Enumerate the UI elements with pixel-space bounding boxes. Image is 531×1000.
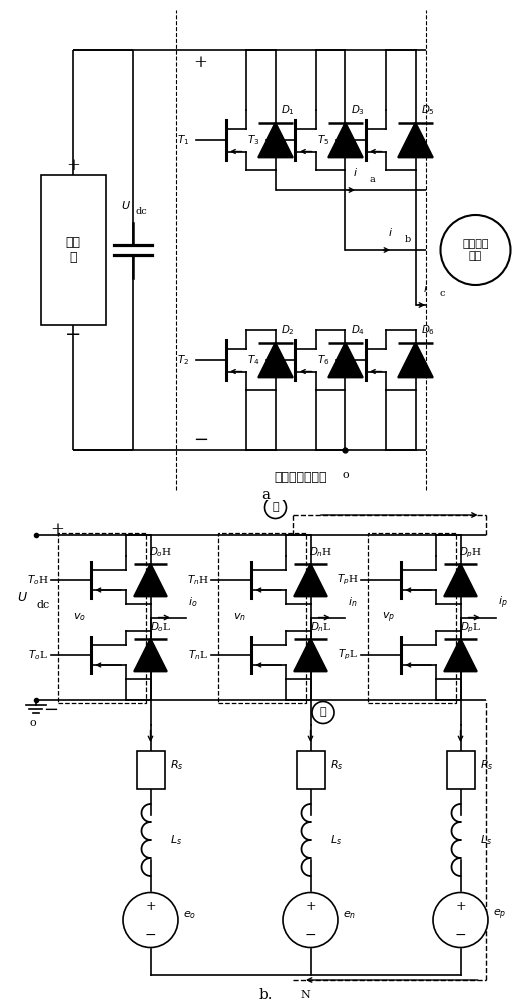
Text: $i_p$: $i_p$ (498, 594, 508, 611)
Text: ①: ① (272, 502, 279, 512)
Text: $D_5$: $D_5$ (421, 103, 435, 117)
Text: dc: dc (135, 207, 147, 216)
Text: $e_p$: $e_p$ (493, 908, 507, 922)
Text: $T_4$: $T_4$ (247, 353, 259, 367)
Circle shape (312, 702, 334, 724)
Text: $L_s$: $L_s$ (330, 833, 342, 847)
Polygon shape (398, 342, 433, 377)
Text: $i_n$: $i_n$ (348, 596, 357, 609)
Text: 三相桥式逆变器: 三相桥式逆变器 (274, 471, 327, 484)
Text: b.: b. (258, 988, 273, 1000)
Text: $D_1$: $D_1$ (281, 103, 295, 117)
Text: $T_{p}$H: $T_{p}$H (337, 573, 359, 587)
Text: $R_s$: $R_s$ (170, 758, 184, 772)
Text: $D_{p}$L: $D_{p}$L (460, 620, 481, 635)
Text: +: + (194, 54, 208, 71)
Polygon shape (134, 564, 167, 596)
Text: $D_3$: $D_3$ (351, 103, 365, 117)
Polygon shape (258, 122, 293, 157)
Text: −: − (65, 326, 81, 344)
Text: o: o (30, 718, 36, 728)
Bar (40, 175, 106, 325)
Text: $T_2$: $T_2$ (177, 353, 189, 367)
Polygon shape (294, 638, 327, 672)
Circle shape (264, 496, 287, 518)
Text: $T_{n}$L: $T_{n}$L (188, 648, 208, 662)
Text: $i$: $i$ (423, 282, 428, 294)
Text: o: o (342, 470, 349, 480)
Text: c: c (440, 290, 445, 298)
Text: $D_6$: $D_6$ (421, 323, 435, 337)
Bar (296, 751, 324, 789)
Text: $U$: $U$ (121, 199, 131, 211)
Text: $i_o$: $i_o$ (188, 596, 198, 609)
Text: $D_4$: $D_4$ (351, 323, 365, 337)
Text: −: − (43, 701, 58, 719)
Text: $v_o$: $v_o$ (73, 612, 85, 623)
Circle shape (123, 892, 178, 948)
Text: $T_3$: $T_3$ (247, 133, 259, 147)
Text: +: + (50, 521, 64, 538)
Text: $T_5$: $T_5$ (317, 133, 329, 147)
Text: a: a (370, 174, 375, 184)
Text: $T_{o}$H: $T_{o}$H (27, 573, 49, 587)
Text: $i$: $i$ (353, 166, 358, 178)
Text: dc: dc (37, 600, 50, 610)
Polygon shape (294, 564, 327, 596)
Text: $U$: $U$ (17, 591, 28, 604)
Bar (218, 532, 305, 702)
Polygon shape (444, 564, 477, 596)
Text: $D_2$: $D_2$ (281, 323, 295, 337)
Text: $e_n$: $e_n$ (343, 909, 356, 921)
Text: 电压
源: 电压 源 (65, 236, 81, 264)
Text: $D_{p}$H: $D_{p}$H (459, 545, 482, 560)
Text: −: − (193, 431, 208, 449)
Bar (368, 532, 456, 702)
Text: $L_s$: $L_s$ (481, 833, 493, 847)
Polygon shape (328, 122, 363, 157)
Text: $D_{n}$L: $D_{n}$L (310, 621, 331, 634)
Text: +: + (145, 900, 156, 912)
Bar (58, 532, 145, 702)
Text: $L_s$: $L_s$ (170, 833, 183, 847)
Polygon shape (398, 122, 433, 157)
Text: a: a (261, 488, 270, 502)
Bar (136, 751, 165, 789)
Text: +: + (455, 900, 466, 912)
Text: +: + (305, 900, 316, 912)
Text: $T_{o}$L: $T_{o}$L (28, 648, 48, 662)
Circle shape (441, 215, 510, 285)
Text: $T_{n}$H: $T_{n}$H (187, 573, 209, 587)
Text: $v_p$: $v_p$ (382, 610, 396, 625)
Text: $v_n$: $v_n$ (233, 612, 245, 623)
Text: ②: ② (320, 708, 327, 718)
Text: $i$: $i$ (388, 227, 393, 238)
Text: $T_1$: $T_1$ (177, 133, 189, 147)
Text: b: b (405, 234, 411, 243)
Text: $D_{n}$H: $D_{n}$H (309, 546, 332, 559)
Text: N: N (301, 990, 311, 1000)
Text: $D_{o}$L: $D_{o}$L (150, 621, 171, 634)
Text: $T_6$: $T_6$ (317, 353, 329, 367)
Polygon shape (328, 342, 363, 377)
Text: +: + (66, 156, 80, 174)
Polygon shape (258, 342, 293, 377)
Text: $R_s$: $R_s$ (481, 758, 494, 772)
Text: $e_o$: $e_o$ (183, 909, 196, 921)
Text: $R_s$: $R_s$ (330, 758, 344, 772)
Text: −: − (144, 928, 156, 942)
Polygon shape (444, 638, 477, 672)
Circle shape (283, 892, 338, 948)
Text: −: − (455, 928, 466, 942)
Polygon shape (134, 638, 167, 672)
Bar (447, 751, 475, 789)
Circle shape (433, 892, 488, 948)
Text: 无刷直流
电机: 无刷直流 电机 (463, 239, 489, 261)
Text: $T_{p}$L: $T_{p}$L (338, 648, 358, 662)
Text: $D_{o}$H: $D_{o}$H (149, 546, 172, 559)
Text: −: − (305, 928, 316, 942)
